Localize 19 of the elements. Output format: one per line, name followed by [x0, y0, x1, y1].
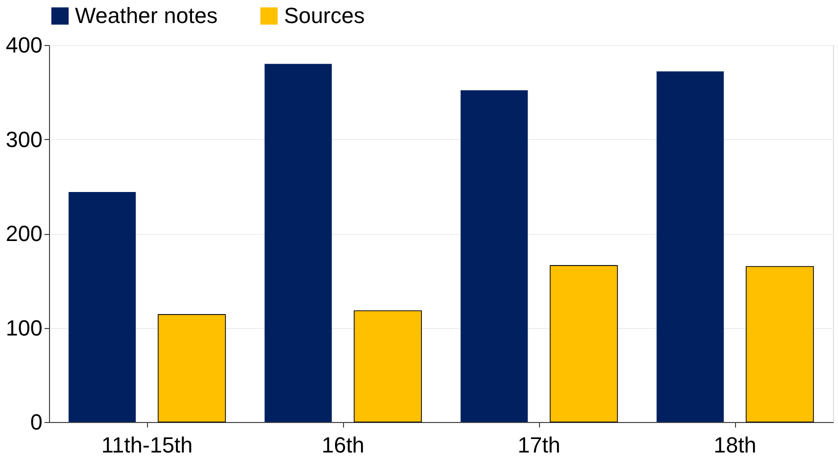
y-tick-label: 300 — [6, 126, 42, 152]
legend-label: Weather notes — [75, 3, 218, 28]
y-tick-label: 200 — [6, 221, 42, 246]
x-tick-label: 18th — [714, 432, 756, 458]
bar — [656, 71, 724, 422]
bar — [550, 265, 618, 422]
y-tick-label: 400 — [6, 32, 42, 58]
bar — [354, 310, 422, 422]
y-tick-label: 0 — [30, 410, 42, 434]
x-tick-label: 16th — [322, 432, 364, 458]
x-tick-label: 17th — [518, 432, 560, 458]
bar — [460, 90, 528, 422]
legend-label: Sources — [284, 3, 365, 28]
y-tick-label: 100 — [6, 315, 42, 340]
x-tick-label: 11th-15th — [101, 432, 193, 458]
bar — [264, 64, 332, 422]
bar — [746, 266, 814, 422]
bar — [68, 192, 136, 422]
bar — [158, 314, 226, 422]
